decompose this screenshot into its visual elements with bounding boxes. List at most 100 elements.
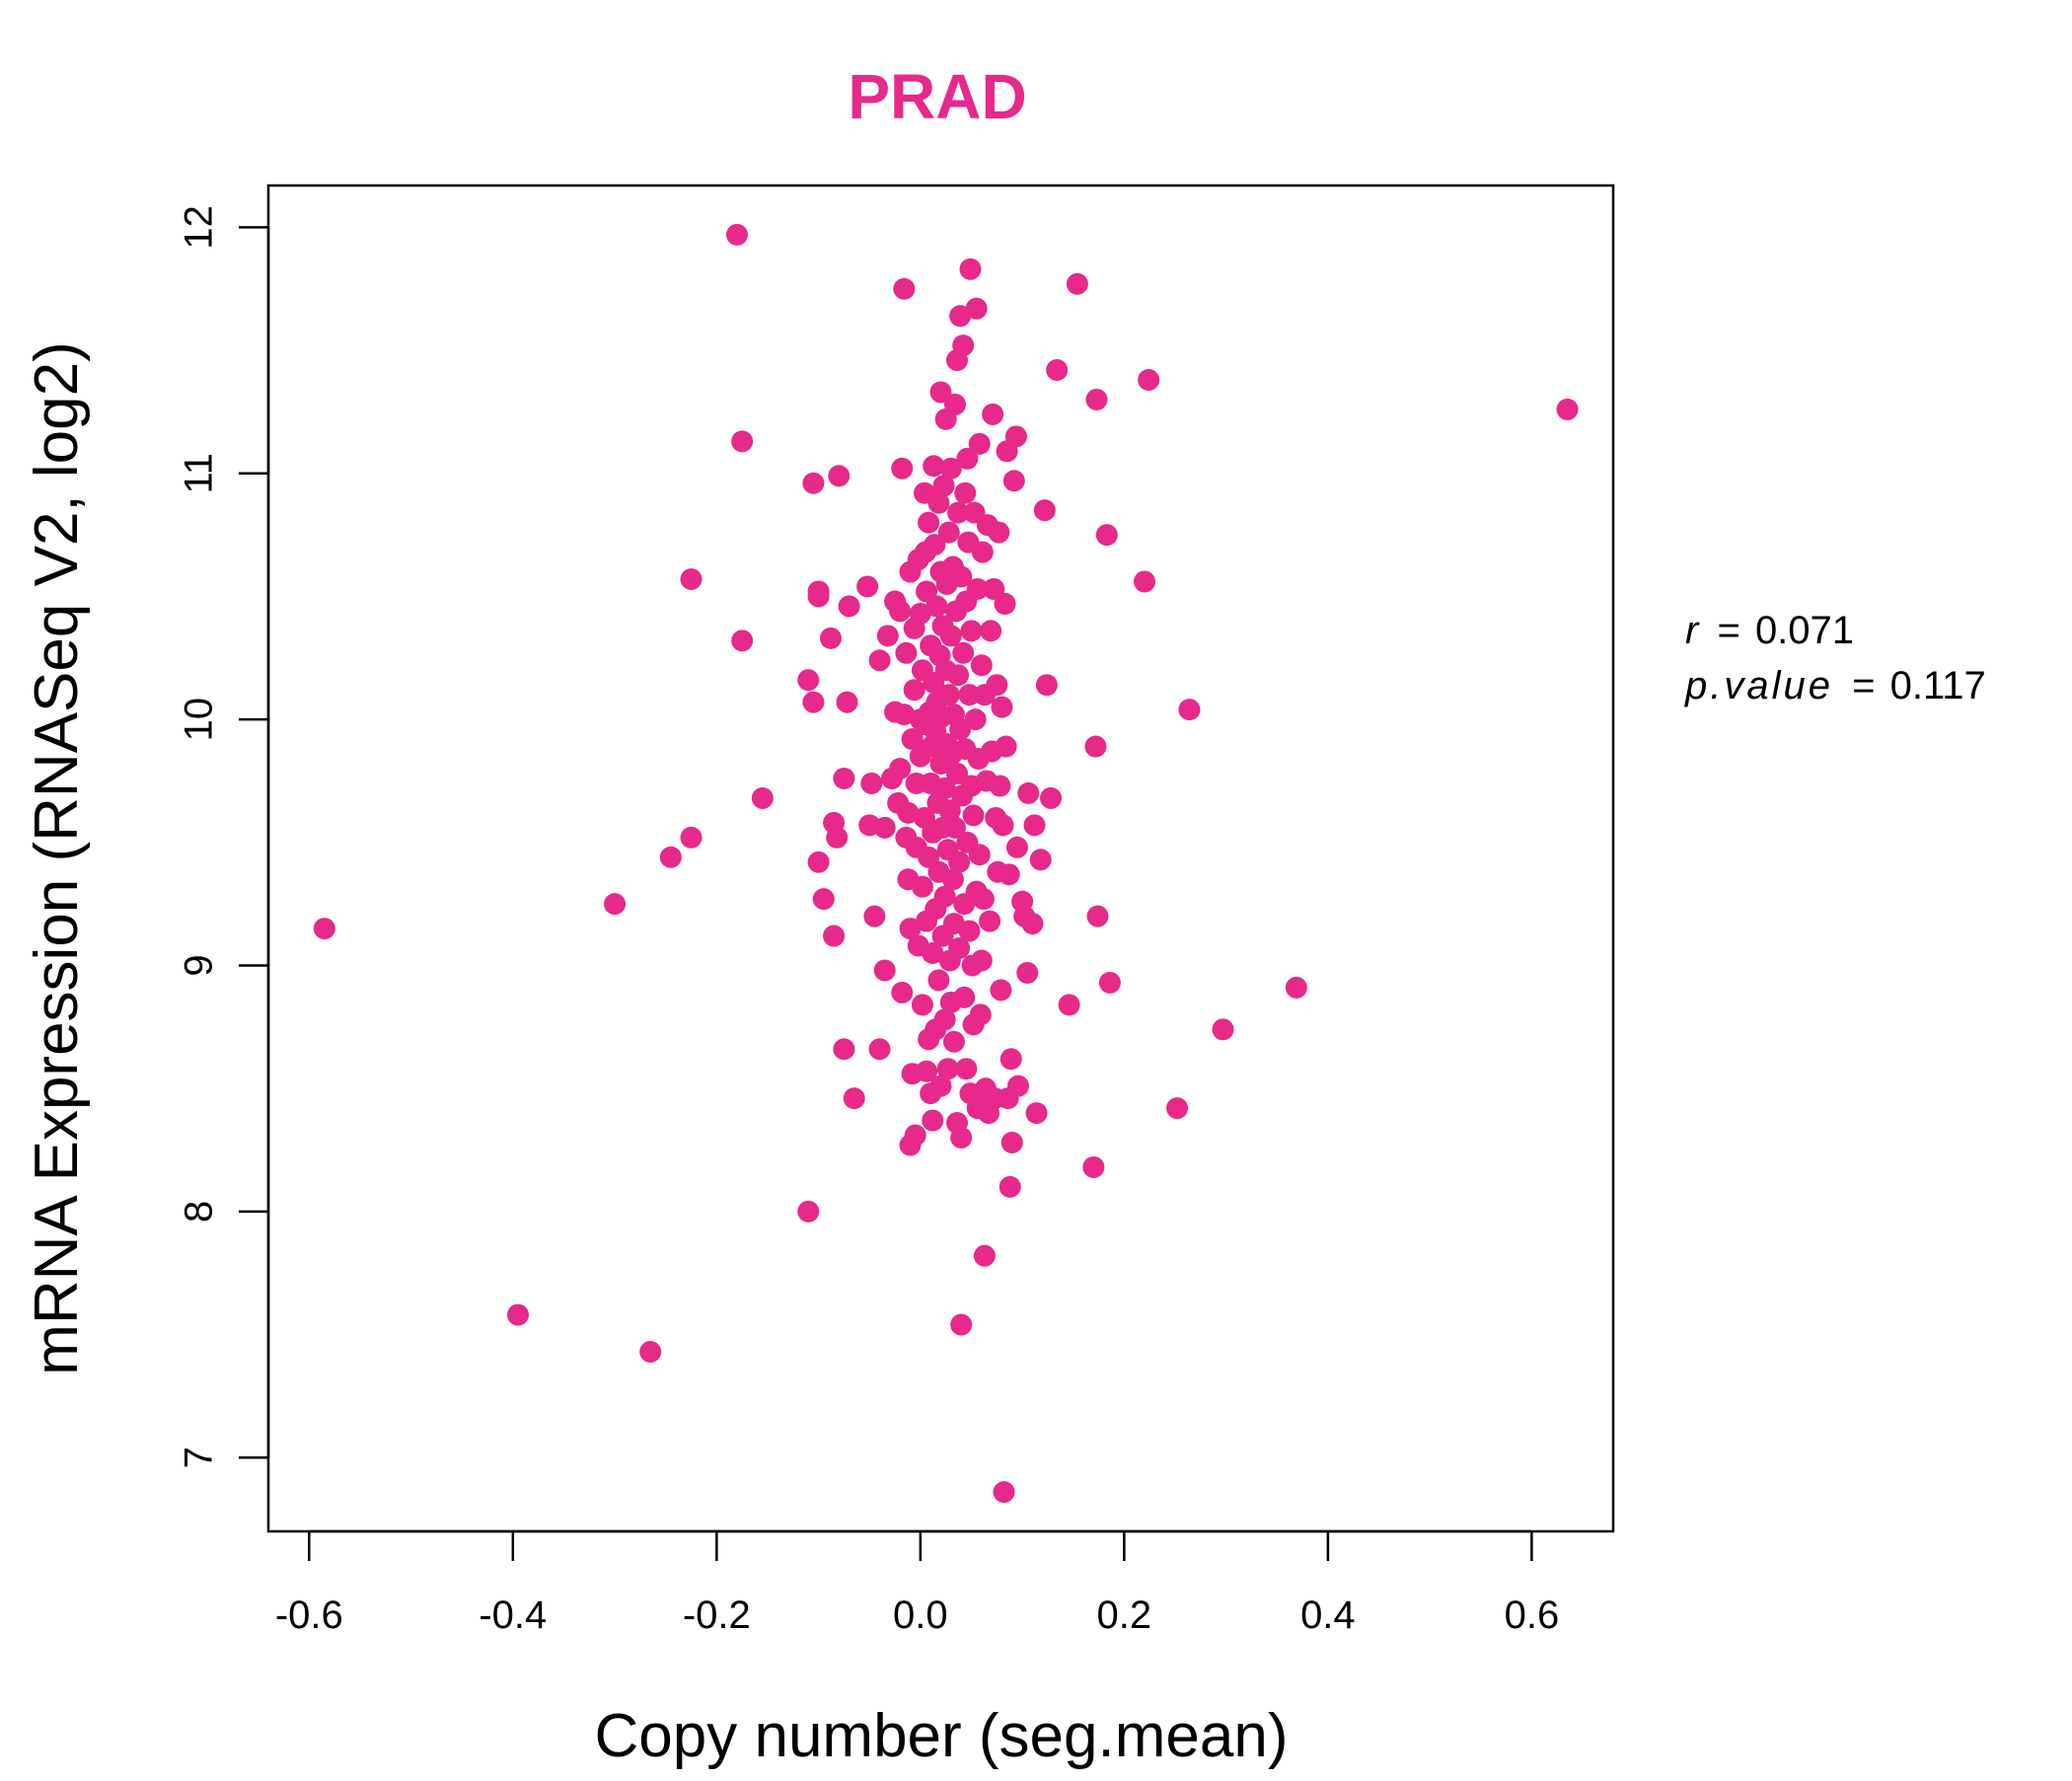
- y-tick-label: 8: [178, 1201, 221, 1223]
- scatter-point: [947, 501, 970, 524]
- scatter-point: [924, 534, 946, 557]
- scatter-point: [950, 1313, 973, 1336]
- scatter-point: [802, 691, 825, 713]
- scatter-point: [964, 708, 987, 731]
- scatter-point: [823, 925, 846, 947]
- scatter-point: [1025, 1102, 1048, 1125]
- scatter-point: [909, 602, 931, 625]
- scatter-point: [939, 625, 962, 647]
- scatter-point: [1029, 849, 1052, 871]
- scatter-point: [983, 577, 1005, 600]
- scatter-point: [970, 949, 993, 972]
- scatter-point: [506, 1303, 529, 1326]
- scatter-point: [959, 258, 982, 280]
- scatter-point: [876, 625, 899, 647]
- scatter-point: [1134, 570, 1156, 593]
- scatter-point: [604, 893, 627, 916]
- y-axis-title: mRNA Expression (RNASeq V2, log2): [23, 341, 91, 1375]
- scatter-point: [899, 918, 922, 940]
- scatter-point: [860, 772, 883, 794]
- scatter-point: [1084, 735, 1107, 758]
- scatter-point: [995, 735, 1017, 758]
- stat-r: r = 0.071: [1685, 609, 1854, 652]
- scatter-point: [972, 888, 995, 911]
- scatter-point: [955, 1058, 978, 1080]
- y-tick-label: 12: [178, 205, 221, 250]
- points-layer: [313, 223, 1579, 1504]
- scatter-point: [922, 1109, 944, 1132]
- scatter-point: [1086, 905, 1109, 928]
- y-tick-label: 7: [178, 1447, 221, 1468]
- scatter-point: [971, 541, 994, 563]
- scatter-point: [1005, 836, 1028, 858]
- scatter-point: [966, 577, 989, 600]
- scatter-point: [889, 757, 912, 779]
- scatter-point: [1006, 1075, 1029, 1097]
- scatter-point: [639, 1340, 662, 1363]
- scatter-point: [937, 684, 960, 706]
- x-axis: -0.6 -0.4 -0.2 0.0 0.2 0.4 0.6: [275, 1529, 1559, 1637]
- scatter-point: [1556, 398, 1579, 420]
- scatter-point: [838, 595, 860, 618]
- scatter-point: [990, 979, 1012, 1002]
- scatter-point: [943, 816, 966, 839]
- scatter-point: [904, 1124, 926, 1147]
- scatter-point: [960, 620, 983, 642]
- scatter-point: [828, 465, 851, 487]
- scatter-point: [833, 767, 855, 789]
- scatter-point: [948, 851, 971, 873]
- scatter-point: [868, 649, 891, 672]
- scatter-point: [942, 1030, 965, 1053]
- scatter-point: [916, 1060, 938, 1082]
- scatter-point: [1138, 368, 1160, 391]
- scatter-point: [680, 567, 703, 590]
- scatter-point: [933, 885, 956, 908]
- scatter-point: [895, 641, 918, 664]
- scatter-point: [952, 334, 975, 357]
- scatter-point: [994, 592, 1016, 615]
- scatter-point: [731, 630, 754, 652]
- scatter-point: [807, 851, 830, 873]
- stat-p: p.value = 0.117: [1684, 664, 1986, 707]
- scatter-point: [999, 1048, 1022, 1071]
- scatter-point: [965, 297, 988, 320]
- scatter-point: [826, 826, 849, 849]
- stat-p-value: 0.117: [1890, 664, 1986, 707]
- stats-block: r = 0.071 p.value = 0.117: [1684, 609, 1986, 707]
- scatter-point: [927, 969, 950, 992]
- scatter-point: [1058, 994, 1080, 1016]
- scatter-point: [1178, 699, 1201, 721]
- y-tick-label: 9: [178, 954, 221, 976]
- scatter-point: [1040, 786, 1063, 809]
- scatter-point: [939, 457, 962, 480]
- scatter-point: [680, 826, 703, 849]
- scatter-point: [807, 580, 830, 603]
- scatter-point: [1098, 971, 1121, 994]
- scatter-point: [1000, 1132, 1023, 1154]
- scatter-point: [1212, 1018, 1234, 1041]
- scatter-point: [929, 1075, 952, 1097]
- scatter-point: [836, 691, 858, 713]
- plot-title: PRAD: [848, 61, 1026, 132]
- y-tick-label: 10: [178, 698, 221, 742]
- scatter-point: [1166, 1097, 1189, 1120]
- scatter-point: [986, 674, 1008, 697]
- scatter-point: [958, 920, 981, 942]
- scatter-point: [937, 521, 960, 544]
- scatter-point: [1002, 470, 1025, 492]
- scatter-point: [891, 457, 914, 480]
- scatter-point: [313, 918, 335, 940]
- scatter-point: [968, 844, 991, 866]
- stat-r-label: r: [1685, 609, 1700, 652]
- scatter-point: [938, 799, 961, 822]
- scatter-point: [988, 521, 1010, 544]
- scatter-point: [1285, 976, 1307, 999]
- scatter-point: [1023, 814, 1046, 837]
- scatter-point: [1095, 524, 1118, 547]
- scatter-point: [923, 455, 945, 478]
- scatter-point: [979, 910, 1001, 932]
- stat-r-equals: =: [1717, 609, 1739, 652]
- scatter-point: [999, 1175, 1021, 1198]
- scatter-point: [991, 696, 1013, 718]
